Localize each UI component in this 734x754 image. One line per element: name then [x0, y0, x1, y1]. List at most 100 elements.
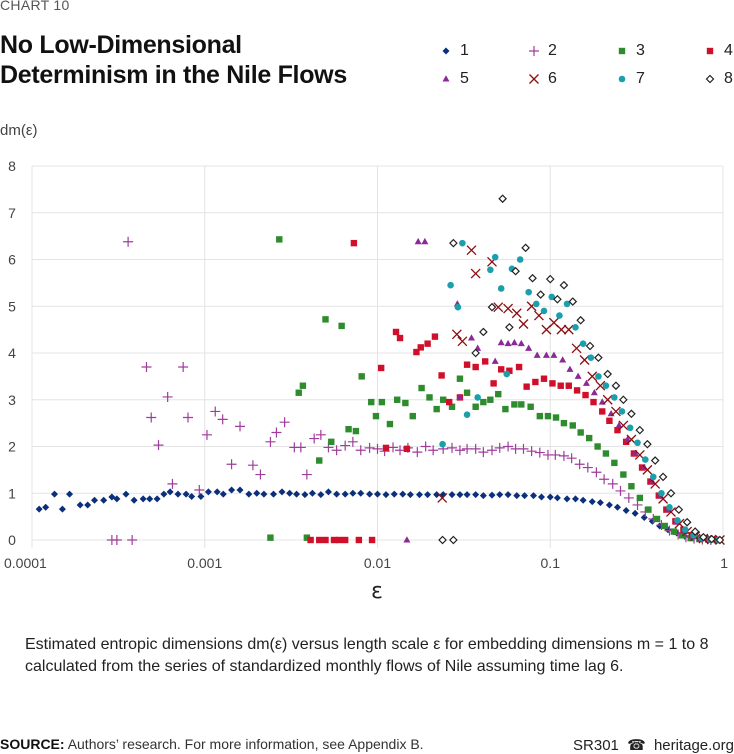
- point-series-7: [454, 303, 462, 311]
- point-series-8: [699, 532, 708, 542]
- point-series-1: [146, 495, 154, 503]
- legend-item-4: 4: [704, 42, 733, 60]
- point-series-6: [650, 478, 661, 489]
- point-series-1: [553, 494, 561, 502]
- point-series-1: [286, 489, 294, 497]
- y-tick-label: 5: [8, 298, 16, 314]
- source-label: SOURCE:: [0, 736, 65, 752]
- point-series-2: [470, 443, 481, 454]
- point-series-4: [322, 536, 329, 544]
- x-tick-label: 0.01: [364, 555, 391, 571]
- point-series-5: [615, 421, 623, 428]
- point-series-3: [328, 438, 335, 446]
- point-series-2: [347, 436, 358, 447]
- point-series-4: [350, 239, 358, 247]
- y-tick-label: 0: [8, 532, 16, 548]
- point-series-2: [235, 421, 246, 432]
- point-series-7: [540, 307, 548, 315]
- point-series-8: [643, 439, 652, 449]
- point-series-1: [357, 489, 365, 497]
- point-series-1: [293, 490, 301, 498]
- point-series-7: [611, 394, 618, 401]
- point-series-6: [579, 355, 590, 365]
- point-series-4: [368, 536, 376, 544]
- y-tick-label: 1: [8, 485, 16, 501]
- scatter-chart: 0 1 2 3 4 5 6 7 8 0.0001 0.001 0.01 0.1 1 ε: [4, 158, 728, 604]
- point-series-7: [548, 293, 556, 301]
- point-series-7: [650, 473, 657, 481]
- point-series-2: [301, 469, 312, 480]
- legend-label: 2: [548, 42, 557, 59]
- point-series-2: [566, 453, 577, 464]
- point-series-8: [498, 194, 507, 204]
- point-series-2: [178, 362, 189, 373]
- chart-kicker: CHART 10: [0, 0, 70, 13]
- legend-marker-icon: [618, 47, 626, 55]
- point-series-2: [111, 535, 122, 545]
- point-series-2: [478, 447, 489, 458]
- point-series-4: [316, 536, 323, 544]
- point-series-6: [437, 492, 448, 503]
- legend-item-8: 8: [704, 70, 733, 88]
- point-series-1: [513, 492, 521, 500]
- point-series-3: [661, 522, 668, 530]
- point-series-4: [490, 380, 497, 387]
- point-series-8: [650, 456, 660, 465]
- point-series-5: [414, 237, 422, 245]
- footer-branding: SR301 ☎ heritage.org: [573, 736, 734, 754]
- point-series-4: [590, 398, 597, 406]
- point-series-3: [569, 422, 576, 429]
- point-series-2: [550, 449, 561, 460]
- point-series-1: [333, 490, 341, 498]
- x-tick-label: 0.001: [187, 555, 222, 571]
- point-series-8: [559, 280, 569, 290]
- point-series-3: [409, 412, 416, 420]
- point-series-5: [421, 237, 429, 245]
- point-series-4: [614, 426, 621, 434]
- point-series-4: [403, 445, 411, 453]
- point-series-8: [576, 315, 586, 325]
- point-series-4: [549, 380, 556, 387]
- point-series-2: [295, 442, 306, 453]
- point-series-6: [511, 308, 522, 319]
- legend-label: 1: [460, 42, 469, 59]
- point-series-1: [463, 491, 471, 499]
- point-series-3: [463, 389, 471, 396]
- point-series-2: [582, 462, 593, 473]
- point-series-7: [532, 300, 540, 308]
- point-series-1: [66, 490, 74, 498]
- point-series-7: [459, 239, 466, 247]
- point-series-1: [42, 503, 50, 511]
- point-series-5: [533, 351, 541, 358]
- series-8: [438, 194, 725, 545]
- point-series-1: [406, 491, 414, 499]
- point-series-6: [493, 302, 504, 313]
- point-series-8: [505, 322, 514, 332]
- point-series-5: [517, 339, 525, 347]
- point-series-4: [355, 536, 363, 544]
- point-series-5: [550, 351, 558, 358]
- point-series-8: [536, 290, 546, 299]
- legend-marker-icon: [442, 75, 450, 82]
- point-series-4: [463, 361, 471, 368]
- point-series-1: [399, 490, 407, 498]
- legend-label: 3: [636, 42, 645, 59]
- site-link[interactable]: heritage.org: [653, 737, 734, 754]
- point-series-1: [622, 507, 630, 515]
- point-series-2: [462, 443, 473, 454]
- point-series-5: [631, 449, 639, 457]
- point-series-2: [574, 459, 585, 470]
- point-series-1: [579, 496, 587, 504]
- point-series-3: [544, 412, 552, 420]
- legend-marker: [706, 47, 714, 55]
- point-series-3: [299, 382, 307, 389]
- point-series-2: [420, 441, 431, 452]
- point-series-4: [557, 382, 564, 389]
- point-series-1: [174, 490, 182, 498]
- title-line-1: No Low-Dimensional: [0, 31, 242, 59]
- point-series-2: [194, 484, 205, 495]
- legend-item-7: 7: [616, 70, 645, 88]
- point-series-4: [506, 367, 513, 374]
- point-series-2: [632, 499, 643, 510]
- point-series-4: [582, 391, 589, 399]
